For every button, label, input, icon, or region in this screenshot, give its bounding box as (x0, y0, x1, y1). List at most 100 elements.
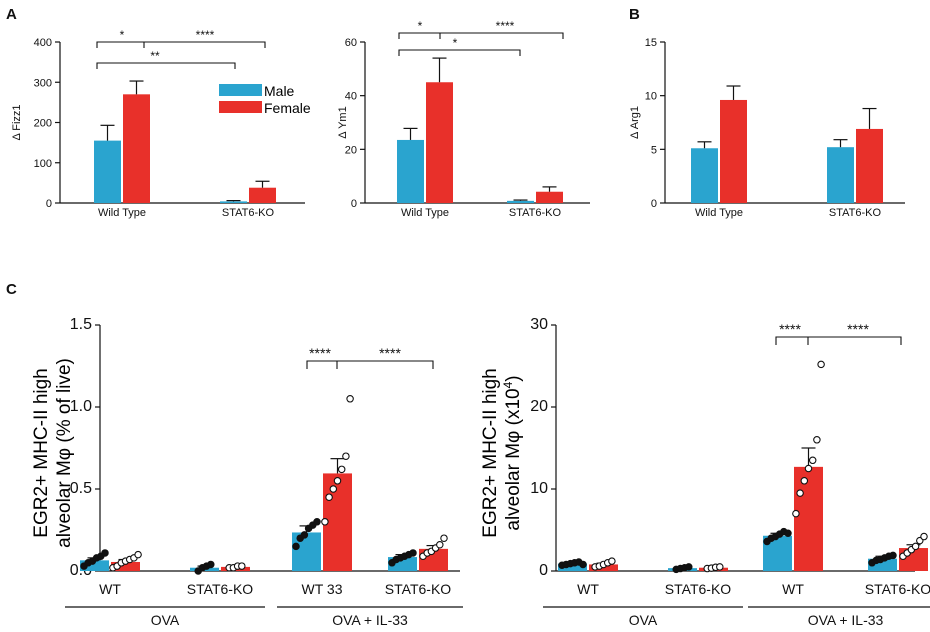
y-axis-label-text: alveolar Mφ (x10 (503, 388, 524, 530)
bar-male (507, 200, 534, 203)
significance-bracket (775, 336, 902, 345)
data-point-female (920, 532, 928, 541)
data-point-female (911, 542, 920, 551)
y-tick-label: 0 (539, 562, 548, 579)
significance-label: **** (379, 345, 401, 361)
significance-label: * (120, 28, 125, 42)
data-point-female (134, 550, 142, 559)
data-point-male (685, 563, 693, 571)
data-point-female (817, 360, 825, 369)
panel-label-b: B (629, 6, 640, 23)
y-tick-label: 100 (34, 158, 52, 170)
y-axis-label-line1: EGR2+ MHC-II high (31, 368, 52, 537)
data-point-female (716, 563, 724, 571)
panel-label-a: A (6, 6, 17, 23)
significance-bracket (398, 32, 564, 39)
chart-arg1: 0 5 10 15 Δ Arg1 Wild Type STAT6-KO (629, 37, 905, 219)
significance-label: **** (779, 321, 801, 337)
significance-label: **** (196, 28, 215, 42)
bar-female (794, 466, 823, 571)
y-tick-label: 20 (345, 144, 357, 156)
significance-bracket (306, 360, 434, 369)
data-point-female (796, 489, 804, 497)
data-point-female (329, 485, 338, 493)
significance-bracket (96, 41, 266, 48)
x-tick-label: STAT6-KO (222, 207, 275, 219)
y-tick-label: 5 (651, 144, 657, 156)
bar-male (691, 148, 718, 203)
group-label: OVA + IL-33 (332, 612, 408, 628)
significance-label: **** (496, 19, 515, 33)
y-tick-label: 1.0 (70, 398, 92, 415)
group-label: OVA + IL-33 (808, 612, 884, 628)
group-label: OVA (629, 612, 658, 628)
data-point-female (238, 562, 246, 570)
data-point-male (207, 560, 215, 569)
data-point-male (313, 518, 321, 526)
y-axis-label-line1: EGR2+ MHC-II high (480, 368, 501, 537)
y-tick-label: 0 (351, 198, 357, 210)
chart-egr2-count: 0 10 20 30 EGR2+ MHC-II high alveolar Mφ (x10… (480, 316, 930, 628)
y-tick-label: 40 (345, 91, 357, 103)
group-label: OVA (151, 612, 180, 628)
x-tick-label: Wild Type (98, 207, 146, 219)
y-tick-label: 30 (530, 316, 548, 333)
bar-female (856, 128, 883, 203)
y-tick-label: 0.5 (70, 480, 92, 497)
data-point-male (579, 560, 587, 569)
significance-bracket (398, 49, 521, 56)
data-point-female (321, 518, 329, 526)
data-point-female (333, 477, 342, 485)
significance-label: ** (150, 49, 160, 63)
significance-bracket (96, 62, 236, 69)
y-axis-label-paren: ) (503, 375, 524, 381)
data-point-male (300, 531, 309, 539)
data-point-female (342, 452, 350, 460)
bar-male (827, 147, 854, 203)
significance-label: **** (847, 321, 869, 337)
data-point-female (813, 436, 821, 444)
y-tick-label: 20 (530, 398, 548, 415)
significance-label: * (418, 19, 423, 33)
data-point-female (800, 477, 809, 485)
x-tick-label: STAT6-KO (385, 581, 451, 597)
data-point-female (337, 465, 346, 474)
bar-female (249, 187, 276, 203)
y-axis-label-line2: alveolar Mφ (x104) (501, 375, 524, 530)
y-axis-label-text: alveolar Mφ (% of live) (54, 358, 75, 548)
x-tick-label: WT (99, 581, 121, 597)
x-tick-label: STAT6-KO (509, 207, 562, 219)
x-tick-label: Wild Type (695, 207, 743, 219)
y-tick-label: 60 (345, 37, 357, 49)
bar-female (123, 94, 150, 203)
x-tick-label: STAT6-KO (187, 581, 253, 597)
data-point-female (346, 395, 354, 403)
y-tick-label: 300 (34, 77, 52, 89)
data-point-female (440, 534, 448, 542)
data-point-male (101, 549, 109, 557)
data-point-male (784, 529, 792, 538)
y-axis-label: Δ Ym1 (337, 106, 349, 138)
bar-male (292, 532, 321, 571)
panel-label-c: C (6, 281, 17, 298)
data-point-male (889, 551, 897, 560)
bar-male (94, 140, 121, 203)
data-point-female (804, 464, 813, 473)
data-point-male (292, 542, 300, 551)
y-tick-label: 400 (34, 37, 52, 49)
legend-swatch-female (219, 101, 262, 113)
y-axis-label-superscript: 4 (501, 381, 515, 388)
y-tick-label: 200 (34, 118, 52, 130)
legend-swatch-male (219, 84, 262, 96)
data-point-female (808, 456, 817, 465)
y-tick-label: 1.5 (70, 316, 92, 333)
data-point-female (608, 557, 616, 565)
x-tick-label: Wild Type (401, 207, 449, 219)
bar-male (397, 139, 424, 203)
y-tick-label: 0 (46, 198, 52, 210)
bar-female (720, 99, 747, 203)
bar-female (536, 191, 563, 203)
